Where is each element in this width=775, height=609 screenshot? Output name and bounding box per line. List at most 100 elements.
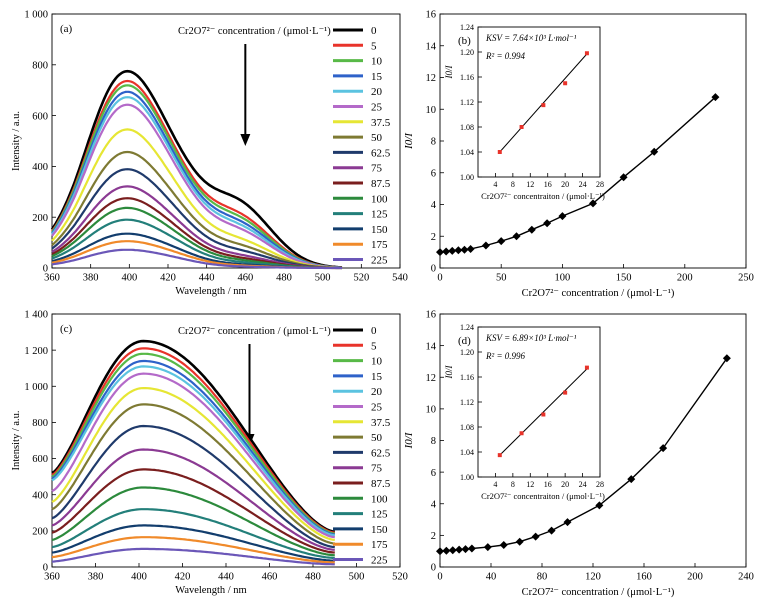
y-tick-label: 0 (431, 264, 436, 275)
x-tick-label: 28 (596, 180, 604, 189)
x-tick-label: 0 (437, 572, 442, 583)
y-tick-label: 0 (43, 563, 48, 574)
y-tick-label: 1.24 (460, 23, 474, 32)
legend-label: 10 (371, 356, 383, 368)
legend-label: 100 (371, 493, 388, 505)
x-tick-label: 400 (121, 273, 137, 284)
y-tick-label: 4 (431, 200, 437, 211)
spectrum-line (51, 365, 335, 537)
spectrum-line (51, 403, 335, 545)
spectrum-line (51, 486, 335, 557)
series-line (439, 96, 716, 253)
data-point (512, 232, 521, 241)
x-tick-label: 420 (175, 572, 191, 583)
x-tick-label: 24 (579, 480, 587, 489)
x-tick-label: 12 (526, 180, 534, 189)
x-tick-label: 40 (486, 572, 497, 583)
x-tick-label: 480 (305, 572, 321, 583)
y-tick-label: 1 000 (24, 10, 48, 21)
data-point (455, 545, 464, 554)
y-tick-label: 6 (431, 468, 436, 479)
x-tick-label: 360 (44, 572, 60, 583)
x-tick-label: 50 (496, 273, 507, 284)
data-point (467, 544, 476, 553)
data-point (436, 248, 444, 257)
inset-chart: 4 8 12 16 20 24 28 1.00 1.04 1.08 1.12 1.16 1.20 1.24… (444, 323, 605, 501)
spectrum-line (51, 547, 335, 566)
y-tick-label: 16 (426, 310, 437, 321)
x-tick-label: 80 (537, 572, 548, 583)
concentration-annotation: Cr2O7²⁻ concentration / (μmol·L⁻¹) (178, 326, 331, 337)
x-tick-label: 8 (511, 480, 515, 489)
legend-label: 0 (371, 25, 377, 37)
y-tick-label: 1.00 (460, 173, 474, 182)
x-tick-label: 380 (83, 273, 99, 284)
y-tick-label: 10 (426, 405, 437, 416)
y-tick-label: 1.12 (460, 98, 474, 107)
y-axis-label: I0/I (403, 132, 415, 150)
ksv-annotation: KSV = 7.64×10³ L·mol⁻¹ (485, 33, 577, 43)
data-point (722, 354, 731, 363)
x-tick-label: 16 (544, 480, 552, 489)
r2-annotation: R² = 0.994 (485, 51, 526, 61)
y-tick-label: 1.24 (460, 323, 474, 332)
data-point (483, 543, 492, 552)
stern-volmer-panel-d: 0 40 80 120 160 200 2400246810121416(d)Cr2O7²⁻… (403, 310, 754, 598)
y-tick-label: 200 (32, 213, 48, 224)
x-tick-label: 500 (315, 273, 331, 284)
inset-point (541, 103, 546, 108)
legend-label: 87.5 (371, 178, 391, 190)
legend-label: 25 (371, 102, 383, 114)
data-point (543, 219, 552, 228)
y-tick-label: 12 (426, 73, 437, 84)
spectrum-line (50, 69, 343, 269)
x-tick-label: 200 (687, 572, 703, 583)
fit-line (499, 368, 588, 456)
spectrum-line (51, 536, 335, 564)
data-point (499, 541, 508, 550)
spectrum-line (51, 248, 342, 270)
legend-label: 225 (371, 255, 388, 267)
legend-label: 25 (371, 402, 383, 414)
inset-y-axis-label: I0/I (444, 365, 454, 380)
x-tick-label: 360 (44, 273, 60, 284)
data-point (650, 147, 659, 156)
data-point (515, 537, 524, 546)
fit-line (499, 53, 588, 153)
inset-point (563, 81, 568, 86)
data-point (711, 93, 720, 102)
y-tick-label: 800 (32, 418, 48, 429)
legend-label: 125 (371, 509, 388, 521)
y-tick-label: 1 000 (24, 382, 48, 393)
data-point (527, 225, 536, 234)
inset-point (519, 431, 524, 436)
x-tick-label: 500 (349, 572, 365, 583)
x-tick-label: 160 (636, 572, 652, 583)
legend-label: 10 (371, 56, 383, 68)
legend-label: 5 (371, 40, 377, 52)
x-tick-label: 150 (616, 273, 632, 284)
legend-label: 50 (371, 432, 383, 444)
y-axis-label: Intensity / a.u. (11, 111, 22, 171)
data-point (558, 212, 567, 221)
legend-label: 175 (371, 539, 388, 551)
spectra-panel-a: 360 380 400 420 440 460 480 500 520 5400200400600… (11, 10, 408, 297)
inset-point (497, 150, 502, 154)
x-tick-label: 460 (237, 273, 253, 284)
concentration-annotation: Cr2O7²⁻ concentration / (μmol·L⁻¹) (178, 26, 331, 37)
y-tick-label: 12 (426, 373, 437, 384)
x-axis-label: Wavelength / nm (175, 286, 246, 297)
data-point (627, 475, 636, 484)
spectrum-line (51, 508, 335, 560)
x-tick-label: 200 (677, 273, 693, 284)
legend-label: 100 (371, 193, 388, 205)
legend-label: 75 (371, 163, 383, 175)
data-point (547, 526, 556, 535)
data-point (460, 245, 469, 254)
y-tick-label: 1.16 (460, 373, 474, 382)
data-point (481, 241, 490, 250)
y-tick-label: 1.08 (460, 123, 474, 132)
x-tick-label: 120 (585, 572, 601, 583)
y-tick-label: 1.20 (460, 48, 474, 57)
